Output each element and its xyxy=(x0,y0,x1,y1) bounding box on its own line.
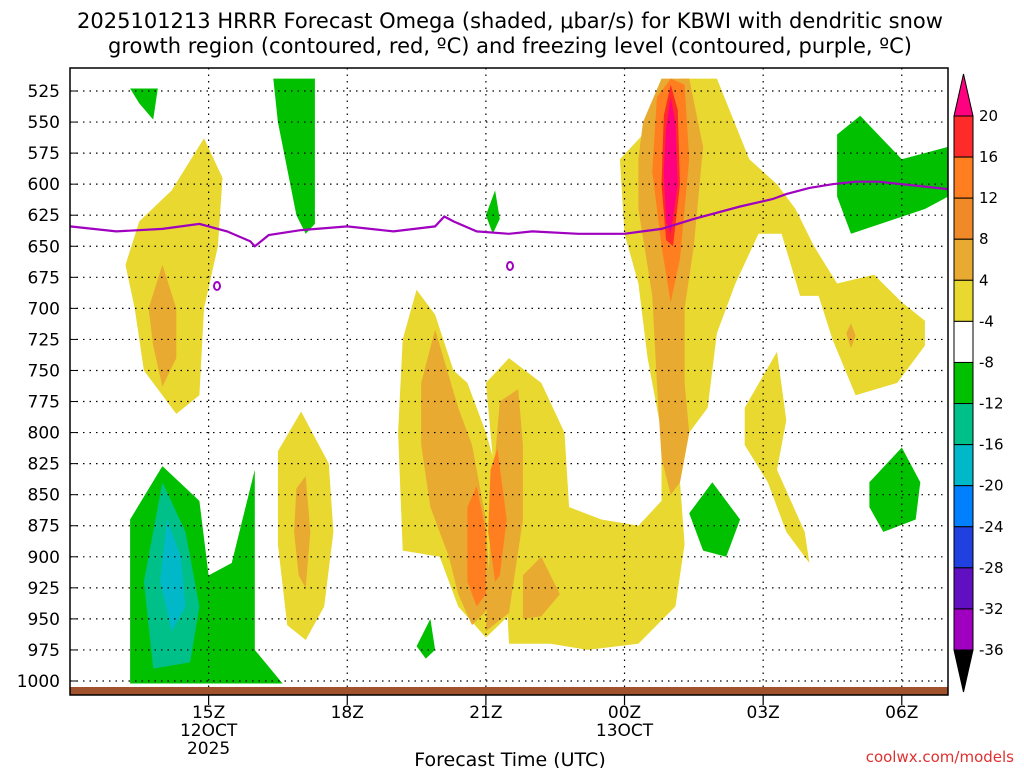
y-tick-label-7: 700 xyxy=(28,299,60,319)
colorbar-box-3 xyxy=(953,238,974,281)
colorbar-label-5: -4 xyxy=(979,312,994,330)
omega-region-16 xyxy=(467,486,486,607)
omega-region-10 xyxy=(125,138,223,414)
y-axis: 525 550 575 600 625 650 675 700 725 750 775 800 825 8… xyxy=(17,82,78,692)
x-tick-label-3-1: 13OCT xyxy=(596,721,654,741)
colorbar-box-0 xyxy=(953,115,974,158)
colorbar-label-6: -8 xyxy=(979,353,994,371)
colorbar-box-10 xyxy=(953,526,974,569)
ground-surface xyxy=(70,687,948,695)
omega-region-5 xyxy=(160,519,186,632)
colorbar-box-1 xyxy=(953,156,974,199)
y-tick-label-10: 775 xyxy=(28,393,60,413)
colorbar-label-12: -32 xyxy=(979,600,1004,618)
y-tick-label-1: 550 xyxy=(28,113,60,133)
colorbar-label-7: -12 xyxy=(979,395,1004,413)
colorbar-box-5 xyxy=(953,320,974,363)
y-tick-label-16: 925 xyxy=(28,579,60,599)
y-tick-label-5: 650 xyxy=(28,237,60,257)
colorbar-label-9: -20 xyxy=(979,477,1004,495)
y-tick-label-0: 525 xyxy=(28,82,60,102)
omega-region-9 xyxy=(837,115,948,234)
x-tick-label-0-1: 12OCT xyxy=(180,721,238,741)
omega-region-26 xyxy=(744,351,810,563)
colorbar-label-13: -36 xyxy=(979,641,1004,659)
colorbar-box-9 xyxy=(953,485,974,528)
y-tick-label-17: 950 xyxy=(28,610,60,630)
y-tick-label-2: 575 xyxy=(28,144,60,164)
colorbar-box-2 xyxy=(953,197,974,240)
x-tick-label-5-0: 06Z xyxy=(885,703,918,723)
colorbar: 20 16 12 8 4 -4 -8 -12 -16 -20 -24 -28 -32 -36 xyxy=(953,73,1004,693)
colorbar-arrow-top xyxy=(953,73,974,117)
omega-region-0 xyxy=(130,88,158,120)
omega-region-6 xyxy=(416,618,436,659)
colorbar-label-2: 12 xyxy=(979,189,998,207)
chart-title-line-2: growth region (contoured, red, ºC) and f… xyxy=(108,34,912,58)
x-tick-label-0-2: 2025 xyxy=(187,739,230,759)
y-tick-label-4: 625 xyxy=(28,206,60,226)
colorbar-label-1: 16 xyxy=(979,148,998,166)
freezing-level-small-loop xyxy=(213,281,221,291)
credit-text: coolwx.com/models xyxy=(866,748,1014,766)
x-tick-label-1-0: 18Z xyxy=(331,703,364,723)
colorbar-arrow-bottom xyxy=(953,649,974,693)
x-axis-label: Forecast Time (UTC) xyxy=(414,749,605,768)
x-tick-label-3-0: 00Z xyxy=(608,703,641,723)
colorbar-box-12 xyxy=(953,608,974,651)
omega-shading xyxy=(125,78,948,684)
y-tick-label-19: 1000 xyxy=(17,672,60,692)
colorbar-box-8 xyxy=(953,444,974,487)
omega-region-7 xyxy=(689,482,741,557)
freezing-level-contour xyxy=(69,180,949,248)
y-tick-label-11: 800 xyxy=(28,424,60,444)
x-tick-label-2-0: 21Z xyxy=(469,703,502,723)
x-tick-label-4-0: 03Z xyxy=(747,703,780,723)
omega-region-20 xyxy=(522,556,560,619)
y-tick-label-15: 900 xyxy=(28,548,60,568)
y-tick-label-13: 850 xyxy=(28,486,60,506)
colorbar-label-11: -28 xyxy=(979,559,1004,577)
colorbar-box-11 xyxy=(953,567,974,610)
y-tick-label-3: 600 xyxy=(28,175,60,195)
colorbar-label-8: -16 xyxy=(979,436,1004,454)
omega-region-2 xyxy=(485,190,500,234)
y-tick-label-9: 750 xyxy=(28,361,60,381)
colorbar-box-6 xyxy=(953,361,974,405)
plot-frame xyxy=(69,67,949,696)
omega-region-17 xyxy=(485,78,925,650)
omega-region-11 xyxy=(148,264,177,387)
colorbar-box-7 xyxy=(953,403,974,446)
y-tick-label-6: 675 xyxy=(28,268,60,288)
x-tick-label-0-0: 15Z xyxy=(192,703,225,723)
colorbar-label-10: -24 xyxy=(979,518,1004,536)
colorbar-box-4 xyxy=(953,279,974,322)
y-tick-label-14: 875 xyxy=(28,517,60,537)
colorbar-label-4: 4 xyxy=(979,271,989,289)
omega-region-24 xyxy=(663,97,678,234)
colorbar-label-3: 8 xyxy=(979,230,989,248)
y-tick-label-8: 725 xyxy=(28,330,60,350)
omega-region-1 xyxy=(273,78,315,234)
omega-region-19 xyxy=(488,448,507,582)
grid-lines xyxy=(70,68,948,695)
omega-region-8 xyxy=(869,447,921,532)
colorbar-label-0: 20 xyxy=(979,107,998,125)
chart-title-line-1: 2025101213 HRRR Forecast Omega (shaded, … xyxy=(77,9,943,33)
omega-region-25 xyxy=(846,323,856,349)
y-tick-label-18: 975 xyxy=(28,641,60,661)
freezing-level-small-loop xyxy=(506,261,514,271)
omega-region-13 xyxy=(294,476,311,588)
y-tick-label-12: 825 xyxy=(28,455,60,475)
